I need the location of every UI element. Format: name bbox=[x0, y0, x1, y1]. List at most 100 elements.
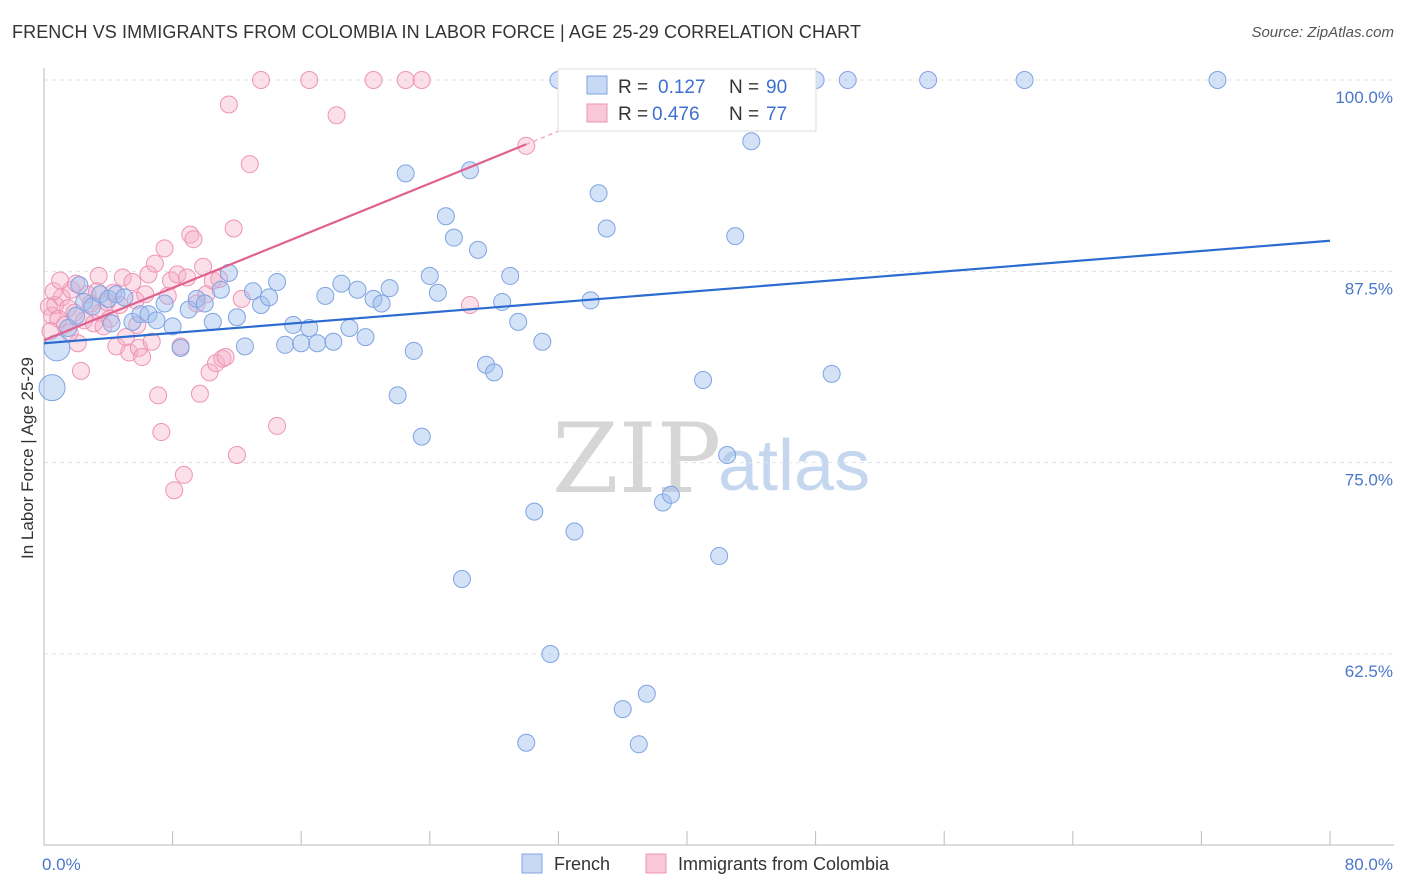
colombia-point-64 bbox=[327, 106, 346, 125]
watermark-zip: ZIP bbox=[552, 403, 721, 515]
french-point-68 bbox=[613, 700, 632, 719]
colombia-point-39 bbox=[165, 481, 184, 500]
bottom-legend-label-french: French bbox=[554, 854, 610, 874]
trend-line-colombia-extension bbox=[525, 130, 559, 145]
colombia-point-56 bbox=[219, 95, 238, 114]
colombia-point-34 bbox=[149, 386, 168, 405]
french-point-39 bbox=[356, 328, 375, 347]
colombia-point-33 bbox=[145, 254, 164, 273]
y-tick-label-3: 100.0% bbox=[1335, 88, 1393, 107]
french-point-32 bbox=[300, 318, 319, 337]
bottom-legend-swatch-french bbox=[521, 853, 543, 874]
french-point-21 bbox=[211, 280, 230, 299]
french-point-78 bbox=[726, 227, 745, 246]
french-point-66 bbox=[589, 184, 608, 203]
colombia-point-75 bbox=[89, 266, 108, 285]
french-point-49 bbox=[436, 207, 455, 226]
colombia-point-54 bbox=[213, 349, 232, 368]
french-point-15 bbox=[163, 317, 182, 336]
french-point-19 bbox=[195, 294, 214, 313]
series-colombia-points bbox=[39, 71, 536, 500]
french-point-25 bbox=[243, 282, 262, 301]
french-point-31 bbox=[292, 334, 311, 353]
french-point-85 bbox=[919, 71, 938, 89]
colombia-point-63 bbox=[300, 71, 319, 89]
french-point-34 bbox=[316, 286, 335, 305]
french-point-50 bbox=[444, 228, 463, 247]
french-point-73 bbox=[661, 485, 680, 504]
colombia-point-29 bbox=[133, 348, 152, 367]
bottom-legend-swatch-colombia bbox=[645, 853, 667, 874]
french-point-14 bbox=[155, 294, 174, 313]
french-point-75 bbox=[694, 371, 713, 390]
french-point-89 bbox=[102, 314, 121, 333]
french-point-79 bbox=[742, 132, 761, 151]
legend-n-label-french: N = bbox=[729, 77, 759, 98]
french-point-41 bbox=[372, 294, 391, 313]
french-point-16 bbox=[171, 338, 190, 357]
french-point-58 bbox=[509, 312, 528, 331]
french-point-48 bbox=[428, 283, 447, 302]
legend-r-label-colombia: R = bbox=[618, 104, 648, 125]
colombia-point-68 bbox=[460, 296, 479, 315]
colombia-point-47 bbox=[190, 384, 209, 403]
x-tick-label-min: 0.0% bbox=[42, 855, 81, 874]
colombia-point-23 bbox=[113, 268, 132, 287]
french-point-59 bbox=[517, 733, 536, 752]
x-tick-label-max: 80.0% bbox=[1345, 855, 1393, 874]
french-point-51 bbox=[452, 569, 471, 588]
bottom-legend-label-colombia: Immigrants from Colombia bbox=[678, 854, 890, 874]
french-point-45 bbox=[404, 341, 423, 360]
french-point-46 bbox=[412, 427, 431, 446]
french-point-27 bbox=[260, 288, 279, 307]
colombia-point-58 bbox=[227, 446, 246, 465]
colombia-point-55 bbox=[216, 348, 235, 367]
legend-swatch-colombia bbox=[586, 103, 608, 123]
french-point-38 bbox=[348, 280, 367, 299]
colombia-point-74 bbox=[67, 274, 86, 293]
french-point-47 bbox=[420, 266, 439, 285]
french-point-29 bbox=[276, 335, 295, 354]
chart-source: Source: ZipAtlas.com bbox=[1251, 24, 1394, 41]
colombia-point-30 bbox=[136, 285, 155, 304]
colombia-point-76 bbox=[128, 315, 147, 334]
colombia-point-35 bbox=[152, 423, 171, 442]
colombia-point-31 bbox=[139, 265, 158, 284]
french-point-62 bbox=[541, 645, 560, 663]
french-point-36 bbox=[332, 274, 351, 293]
series-legend: French Immigrants from Colombia bbox=[521, 853, 890, 874]
french-point-35 bbox=[324, 332, 343, 351]
y-tick-labels: 62.5% 75.0% 87.5% 100.0% bbox=[1335, 88, 1393, 681]
colombia-point-72 bbox=[51, 271, 70, 290]
french-point-67 bbox=[597, 219, 616, 238]
legend-r-value-french: 0.127 bbox=[658, 77, 706, 98]
french-point-84 bbox=[838, 71, 857, 89]
french-point-13 bbox=[147, 311, 166, 330]
french-point-83 bbox=[822, 364, 841, 383]
french-point-70 bbox=[637, 684, 656, 703]
french-point-28 bbox=[268, 273, 287, 292]
y-tick-label-2: 87.5% bbox=[1345, 279, 1393, 298]
legend-r-value-colombia: 0.476 bbox=[652, 104, 700, 125]
colombia-point-42 bbox=[174, 465, 193, 484]
french-point-44 bbox=[396, 164, 415, 183]
watermark-atlas: atlas bbox=[718, 426, 870, 506]
legend-n-value-colombia: 77 bbox=[766, 104, 787, 125]
colombia-point-40 bbox=[168, 265, 187, 284]
colombia-point-66 bbox=[396, 71, 415, 89]
french-point-69 bbox=[629, 735, 648, 754]
colombia-point-71 bbox=[44, 282, 63, 301]
french-point-42 bbox=[380, 279, 399, 298]
french-point-61 bbox=[533, 332, 552, 351]
french-point-57 bbox=[501, 266, 520, 285]
legend-n-label-colombia: N = bbox=[729, 104, 759, 125]
french-point-37 bbox=[340, 318, 359, 337]
trend-line-french bbox=[43, 239, 1331, 345]
french-point-87 bbox=[1208, 71, 1227, 89]
french-point-53 bbox=[469, 240, 488, 259]
french-point-33 bbox=[308, 334, 327, 353]
colombia-point-61 bbox=[252, 71, 271, 89]
trend-line-colombia bbox=[43, 143, 527, 342]
colombia-point-45 bbox=[184, 230, 203, 249]
